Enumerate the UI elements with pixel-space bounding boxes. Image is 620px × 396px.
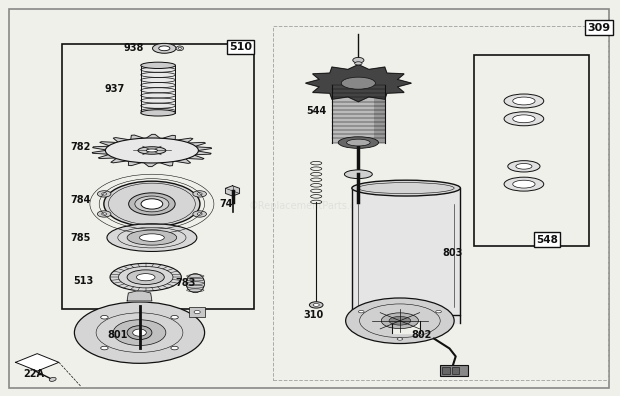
Text: 309: 309 <box>587 23 611 33</box>
Bar <box>62 44 254 309</box>
Bar <box>373 85 384 143</box>
Ellipse shape <box>102 213 107 215</box>
Polygon shape <box>306 65 411 102</box>
Text: 801: 801 <box>108 329 128 340</box>
Text: 310: 310 <box>303 310 323 320</box>
Text: 784: 784 <box>71 195 91 205</box>
Text: 544: 544 <box>306 106 326 116</box>
Ellipse shape <box>141 110 175 116</box>
Text: 513: 513 <box>74 276 94 286</box>
Polygon shape <box>392 321 420 333</box>
Ellipse shape <box>49 377 56 381</box>
Polygon shape <box>92 134 211 167</box>
Ellipse shape <box>389 316 411 325</box>
Ellipse shape <box>513 115 535 123</box>
Ellipse shape <box>193 191 206 197</box>
Ellipse shape <box>127 270 164 284</box>
Bar <box>332 85 384 143</box>
Ellipse shape <box>153 43 176 53</box>
Ellipse shape <box>339 137 378 148</box>
Ellipse shape <box>97 191 111 197</box>
Ellipse shape <box>513 97 535 105</box>
Bar <box>141 65 175 113</box>
Ellipse shape <box>197 213 202 215</box>
Text: 938: 938 <box>123 43 143 53</box>
Ellipse shape <box>397 338 403 340</box>
Ellipse shape <box>436 310 441 313</box>
Text: ©ReplacementParts.com: ©ReplacementParts.com <box>249 201 371 211</box>
Text: 510: 510 <box>229 42 252 52</box>
Text: 548: 548 <box>536 234 558 245</box>
Ellipse shape <box>309 302 323 308</box>
Bar <box>474 55 589 246</box>
Bar <box>189 307 205 317</box>
Ellipse shape <box>136 274 155 281</box>
Ellipse shape <box>345 170 372 179</box>
Ellipse shape <box>504 112 544 126</box>
Ellipse shape <box>97 211 111 217</box>
Ellipse shape <box>141 62 175 69</box>
Ellipse shape <box>110 263 182 291</box>
Polygon shape <box>127 291 152 301</box>
Text: 74: 74 <box>219 199 233 209</box>
Ellipse shape <box>159 46 170 51</box>
Ellipse shape <box>133 329 146 336</box>
Bar <box>452 367 459 374</box>
Ellipse shape <box>100 346 108 350</box>
Ellipse shape <box>127 326 152 339</box>
Ellipse shape <box>179 47 182 49</box>
Ellipse shape <box>171 346 179 350</box>
Text: 783: 783 <box>176 278 196 288</box>
Ellipse shape <box>107 224 197 251</box>
Ellipse shape <box>129 193 175 215</box>
Polygon shape <box>352 188 460 323</box>
Ellipse shape <box>186 274 205 293</box>
Text: 937: 937 <box>105 84 125 94</box>
Text: 803: 803 <box>443 248 463 259</box>
Ellipse shape <box>347 139 370 146</box>
Ellipse shape <box>513 180 535 188</box>
Ellipse shape <box>141 199 162 209</box>
Polygon shape <box>226 186 239 196</box>
Ellipse shape <box>352 180 460 196</box>
Ellipse shape <box>193 211 206 217</box>
Text: 802: 802 <box>412 329 432 340</box>
Ellipse shape <box>313 303 319 307</box>
Ellipse shape <box>105 138 198 163</box>
Ellipse shape <box>381 313 419 329</box>
Ellipse shape <box>508 161 540 172</box>
Ellipse shape <box>127 230 177 245</box>
Ellipse shape <box>74 302 205 364</box>
Ellipse shape <box>194 310 200 314</box>
Ellipse shape <box>516 164 532 169</box>
Bar <box>440 365 468 376</box>
Ellipse shape <box>140 234 164 241</box>
Ellipse shape <box>100 316 108 319</box>
Ellipse shape <box>346 298 454 343</box>
Ellipse shape <box>171 316 179 319</box>
Text: 785: 785 <box>71 232 91 243</box>
Bar <box>273 26 608 380</box>
Ellipse shape <box>197 193 202 195</box>
Ellipse shape <box>358 310 364 313</box>
Ellipse shape <box>113 320 166 345</box>
Ellipse shape <box>102 193 107 195</box>
Ellipse shape <box>146 149 157 152</box>
Ellipse shape <box>353 57 364 63</box>
Ellipse shape <box>504 94 544 108</box>
Polygon shape <box>16 354 59 371</box>
Text: 22A: 22A <box>24 369 45 379</box>
Text: 782: 782 <box>71 141 91 152</box>
Ellipse shape <box>355 62 362 65</box>
Ellipse shape <box>176 46 184 51</box>
Ellipse shape <box>341 77 375 89</box>
Ellipse shape <box>135 196 169 212</box>
Ellipse shape <box>138 147 166 154</box>
Ellipse shape <box>104 181 200 227</box>
Ellipse shape <box>504 177 544 191</box>
Bar <box>442 367 450 374</box>
